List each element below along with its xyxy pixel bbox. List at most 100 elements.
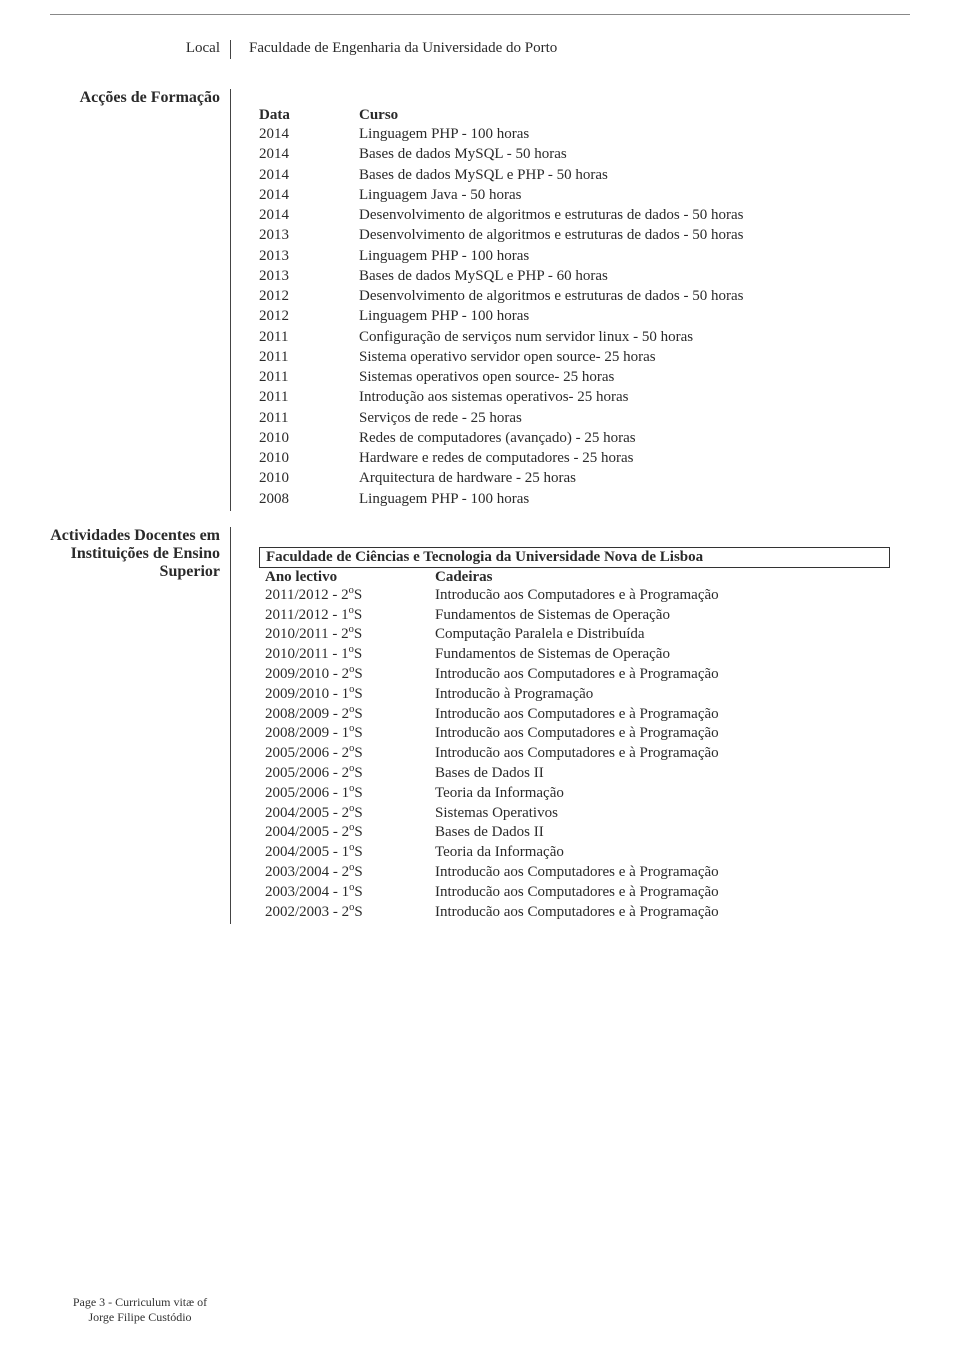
table-row: 2013Bases de dados MySQL e PHP - 60 hora… — [259, 266, 920, 286]
ano-cell: 2004/2005 - 2oS — [259, 804, 429, 824]
table-row: 2005/2006 - 1oSTeoria da Informação — [259, 784, 910, 804]
ano-cell: 2009/2010 - 2oS — [259, 665, 429, 685]
local-right: Faculdade de Engenharia da Universidade … — [249, 40, 910, 59]
training-section-label: Acções de Formação — [80, 89, 220, 106]
ano-cell: 2005/2006 - 2oS — [259, 744, 429, 764]
course-cell: Hardware e redes de computadores - 25 ho… — [359, 448, 920, 468]
table-row: 2004/2005 - 1oSTeoria da Informação — [259, 843, 910, 863]
teaching-right: Faculdade de Ciências e Tecnologia da Un… — [249, 527, 910, 925]
year-cell: 2010 — [259, 448, 359, 468]
cadeira-cell: Fundamentos de Sistemas de Operação — [429, 645, 910, 665]
cadeira-cell: Introducão à Programação — [429, 685, 910, 705]
year-cell: 2010 — [259, 468, 359, 488]
ano-cell: 2009/2010 - 1oS — [259, 685, 429, 705]
year-cell: 2012 — [259, 306, 359, 326]
ano-cell: 2003/2004 - 1oS — [259, 883, 429, 903]
divider — [230, 40, 231, 59]
header-ano: Ano lectivo — [259, 569, 429, 586]
local-label-col: Local — [50, 40, 230, 59]
table-row: 2011Introdução aos sistemas operativos- … — [259, 387, 920, 407]
course-cell: Linguagem PHP - 100 horas — [359, 489, 920, 509]
training-row: Acções de Formação Data Curso 2014Lingua… — [50, 89, 910, 511]
year-cell: 2008 — [259, 489, 359, 509]
table-row: 2014Bases de dados MySQL e PHP - 50 hora… — [259, 165, 920, 185]
teaching-row: Actividades Docentes em Instituições de … — [50, 527, 910, 925]
table-row: 2012Linguagem PHP - 100 horas — [259, 306, 920, 326]
course-cell: Desenvolvimento de algoritmos e estrutur… — [359, 225, 920, 245]
course-cell: Redes de computadores (avançado) - 25 ho… — [359, 428, 920, 448]
ano-cell: 2005/2006 - 2oS — [259, 764, 429, 784]
course-cell: Linguagem PHP - 100 horas — [359, 124, 920, 144]
ano-cell: 2011/2012 - 2oS — [259, 586, 429, 606]
divider — [230, 527, 231, 925]
training-right: Data Curso 2014Linguagem PHP - 100 horas… — [249, 89, 910, 511]
divider — [230, 89, 231, 511]
local-value: Faculdade de Engenharia da Universidade … — [249, 40, 557, 56]
ano-cell: 2005/2006 - 1oS — [259, 784, 429, 804]
year-cell: 2014 — [259, 124, 359, 144]
year-cell: 2011 — [259, 327, 359, 347]
content: Local Faculdade de Engenharia da Univers… — [0, 40, 960, 926]
year-cell: 2010 — [259, 428, 359, 448]
header-cadeiras: Cadeiras — [429, 569, 910, 586]
table-row: 2010Redes de computadores (avançado) - 2… — [259, 428, 920, 448]
table-row: 2013Desenvolvimento de algoritmos e estr… — [259, 225, 920, 245]
table-row: 2013Linguagem PHP - 100 horas — [259, 246, 920, 266]
course-cell: Bases de dados MySQL - 50 horas — [359, 144, 920, 164]
year-cell: 2014 — [259, 205, 359, 225]
cadeira-cell: Bases de Dados II — [429, 823, 910, 843]
table-row: 2004/2005 - 2oSBases de Dados II — [259, 823, 910, 843]
course-cell: Desenvolvimento de algoritmos e estrutur… — [359, 286, 920, 306]
year-cell: 2011 — [259, 387, 359, 407]
table-row: 2014Desenvolvimento de algoritmos e estr… — [259, 205, 920, 225]
cadeira-cell: Sistemas Operativos — [429, 804, 910, 824]
ano-cell: 2004/2005 - 1oS — [259, 843, 429, 863]
year-cell: 2013 — [259, 225, 359, 245]
table-row: 2012Desenvolvimento de algoritmos e estr… — [259, 286, 920, 306]
table-row: 2003/2004 - 2oSIntroducão aos Computador… — [259, 863, 910, 883]
ano-cell: 2010/2011 - 2oS — [259, 625, 429, 645]
table-row: 2004/2005 - 2oSSistemas Operativos — [259, 804, 910, 824]
table-row: 2011Serviços de rede - 25 horas — [259, 408, 920, 428]
table-row: 2010Arquitectura de hardware - 25 horas — [259, 468, 920, 488]
footer: Page 3 - Curriculum vitæ of Jorge Filipe… — [50, 1295, 230, 1326]
course-cell: Linguagem Java - 50 horas — [359, 185, 920, 205]
course-cell: Configuração de serviços num servidor li… — [359, 327, 920, 347]
teaching-block: Faculdade de Ciências e Tecnologia da Un… — [259, 547, 910, 923]
table-row: 2005/2006 - 2oSIntroducão aos Computador… — [259, 744, 910, 764]
ano-cell: 2003/2004 - 2oS — [259, 863, 429, 883]
institution-box: Faculdade de Ciências e Tecnologia da Un… — [259, 547, 890, 568]
cadeira-cell: Introducão aos Computadores e à Programa… — [429, 744, 910, 764]
course-cell: Sistema operativo servidor open source- … — [359, 347, 920, 367]
cadeira-cell: Introducão aos Computadores e à Programa… — [429, 586, 910, 606]
course-cell: Linguagem PHP - 100 horas — [359, 246, 920, 266]
header-data: Data — [259, 107, 359, 124]
teaching-table: Ano lectivo Cadeiras 2011/2012 - 2oSIntr… — [259, 569, 910, 923]
table-row: 2011/2012 - 1oSFundamentos de Sistemas d… — [259, 606, 910, 626]
table-row: 2003/2004 - 1oSIntroducão aos Computador… — [259, 883, 910, 903]
table-row: 2010Hardware e redes de computadores - 2… — [259, 448, 920, 468]
year-cell: 2011 — [259, 347, 359, 367]
course-cell: Introdução aos sistemas operativos- 25 h… — [359, 387, 920, 407]
training-table: Data Curso 2014Linguagem PHP - 100 horas… — [259, 107, 920, 509]
cadeira-cell: Introducão aos Computadores e à Programa… — [429, 883, 910, 903]
ano-cell: 2008/2009 - 2oS — [259, 705, 429, 725]
table-row: 2009/2010 - 2oSIntroducão aos Computador… — [259, 665, 910, 685]
local-row: Local Faculdade de Engenharia da Univers… — [50, 40, 910, 59]
course-cell: Bases de dados MySQL e PHP - 50 horas — [359, 165, 920, 185]
year-cell: 2011 — [259, 408, 359, 428]
year-cell: 2014 — [259, 165, 359, 185]
table-row: 2010/2011 - 1oSFundamentos de Sistemas d… — [259, 645, 910, 665]
cadeira-cell: Fundamentos de Sistemas de Operação — [429, 606, 910, 626]
year-cell: 2011 — [259, 367, 359, 387]
table-header-row: Ano lectivo Cadeiras — [259, 569, 910, 586]
course-cell: Serviços de rede - 25 horas — [359, 408, 920, 428]
cadeira-cell: Introducão aos Computadores e à Programa… — [429, 724, 910, 744]
table-row: 2014Linguagem PHP - 100 horas — [259, 124, 920, 144]
table-row: 2008/2009 - 2oSIntroducão aos Computador… — [259, 705, 910, 725]
header-curso: Curso — [359, 107, 920, 124]
course-cell: Bases de dados MySQL e PHP - 60 horas — [359, 266, 920, 286]
training-label-col: Acções de Formação — [50, 89, 230, 511]
table-row: 2008Linguagem PHP - 100 horas — [259, 489, 920, 509]
course-cell: Desenvolvimento de algoritmos e estrutur… — [359, 205, 920, 225]
